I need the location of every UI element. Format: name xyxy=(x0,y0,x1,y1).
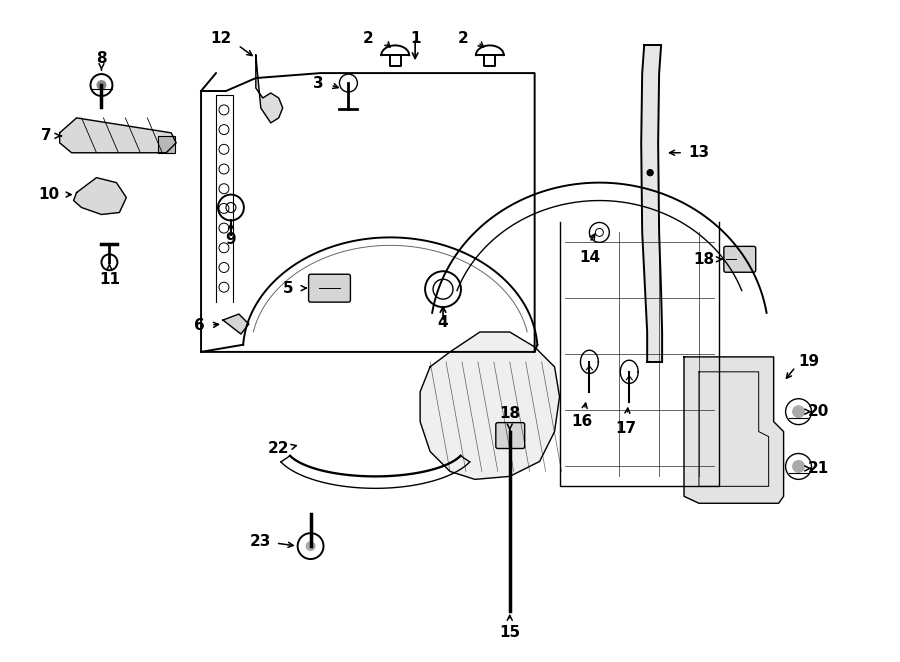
Text: 10: 10 xyxy=(38,187,59,202)
Text: 1: 1 xyxy=(410,30,420,46)
Text: 13: 13 xyxy=(688,145,709,160)
Polygon shape xyxy=(420,332,560,479)
Text: 14: 14 xyxy=(579,250,600,265)
Polygon shape xyxy=(74,177,126,214)
Text: 8: 8 xyxy=(96,51,107,66)
Polygon shape xyxy=(59,118,176,153)
FancyBboxPatch shape xyxy=(724,246,756,272)
Text: 17: 17 xyxy=(616,421,637,436)
FancyBboxPatch shape xyxy=(309,274,350,302)
Text: 21: 21 xyxy=(808,461,829,476)
Polygon shape xyxy=(223,314,248,334)
Text: 2: 2 xyxy=(457,30,468,46)
Text: 11: 11 xyxy=(99,271,120,287)
FancyBboxPatch shape xyxy=(496,422,525,448)
Text: 18: 18 xyxy=(693,252,715,267)
Text: 5: 5 xyxy=(283,281,293,296)
Text: 3: 3 xyxy=(313,75,324,91)
Polygon shape xyxy=(256,55,283,123)
Text: 4: 4 xyxy=(437,314,448,330)
Circle shape xyxy=(647,169,653,175)
Text: 6: 6 xyxy=(194,318,204,332)
Text: 19: 19 xyxy=(798,354,819,369)
Text: 9: 9 xyxy=(226,232,236,247)
Text: 12: 12 xyxy=(211,30,231,46)
Text: 20: 20 xyxy=(808,404,829,419)
Circle shape xyxy=(96,80,106,90)
Polygon shape xyxy=(684,357,784,503)
Circle shape xyxy=(792,460,805,473)
Text: 7: 7 xyxy=(41,128,52,143)
Text: 18: 18 xyxy=(500,406,520,421)
Text: 22: 22 xyxy=(268,441,290,456)
FancyBboxPatch shape xyxy=(158,136,176,153)
Text: 23: 23 xyxy=(250,534,272,549)
Circle shape xyxy=(792,405,805,418)
Text: 16: 16 xyxy=(571,414,592,429)
Text: 15: 15 xyxy=(500,625,520,640)
Circle shape xyxy=(306,541,316,551)
Text: 2: 2 xyxy=(363,30,374,46)
